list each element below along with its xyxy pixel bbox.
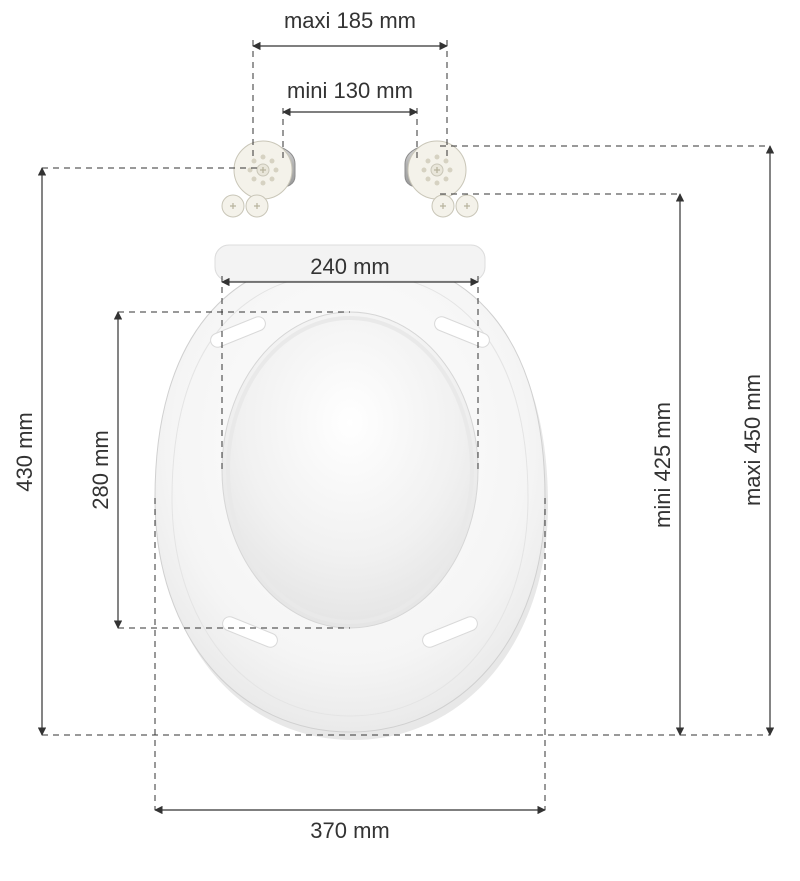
screw-hole (448, 168, 453, 173)
screw-hole (274, 168, 279, 173)
label-maxi-185: maxi 185 mm (284, 8, 416, 33)
screw-hole (261, 155, 266, 160)
label-mini-130: mini 130 mm (287, 78, 413, 103)
screw-hole (435, 155, 440, 160)
hinge (222, 141, 295, 217)
label-maxi-450: maxi 450 mm (740, 374, 765, 506)
label-430: 430 mm (12, 412, 37, 491)
dim-mini-130: mini 130 mm (283, 78, 417, 160)
screw-hole (444, 159, 449, 164)
screw-hole (252, 159, 257, 164)
screw-hole (270, 177, 275, 182)
inner-recess (222, 312, 478, 628)
screw-hole (252, 177, 257, 182)
label-280: 280 mm (88, 430, 113, 509)
label-mini-425: mini 425 mm (650, 402, 675, 528)
label-240: 240 mm (310, 254, 389, 279)
hinge (405, 141, 478, 217)
screw-hole (444, 177, 449, 182)
screw-hole (426, 159, 431, 164)
screw-hole (270, 159, 275, 164)
hinges (222, 141, 478, 217)
screw-hole (426, 177, 431, 182)
label-370: 370 mm (310, 818, 389, 843)
screw-hole (261, 181, 266, 186)
screw-hole (422, 168, 427, 173)
screw-hole (435, 181, 440, 186)
